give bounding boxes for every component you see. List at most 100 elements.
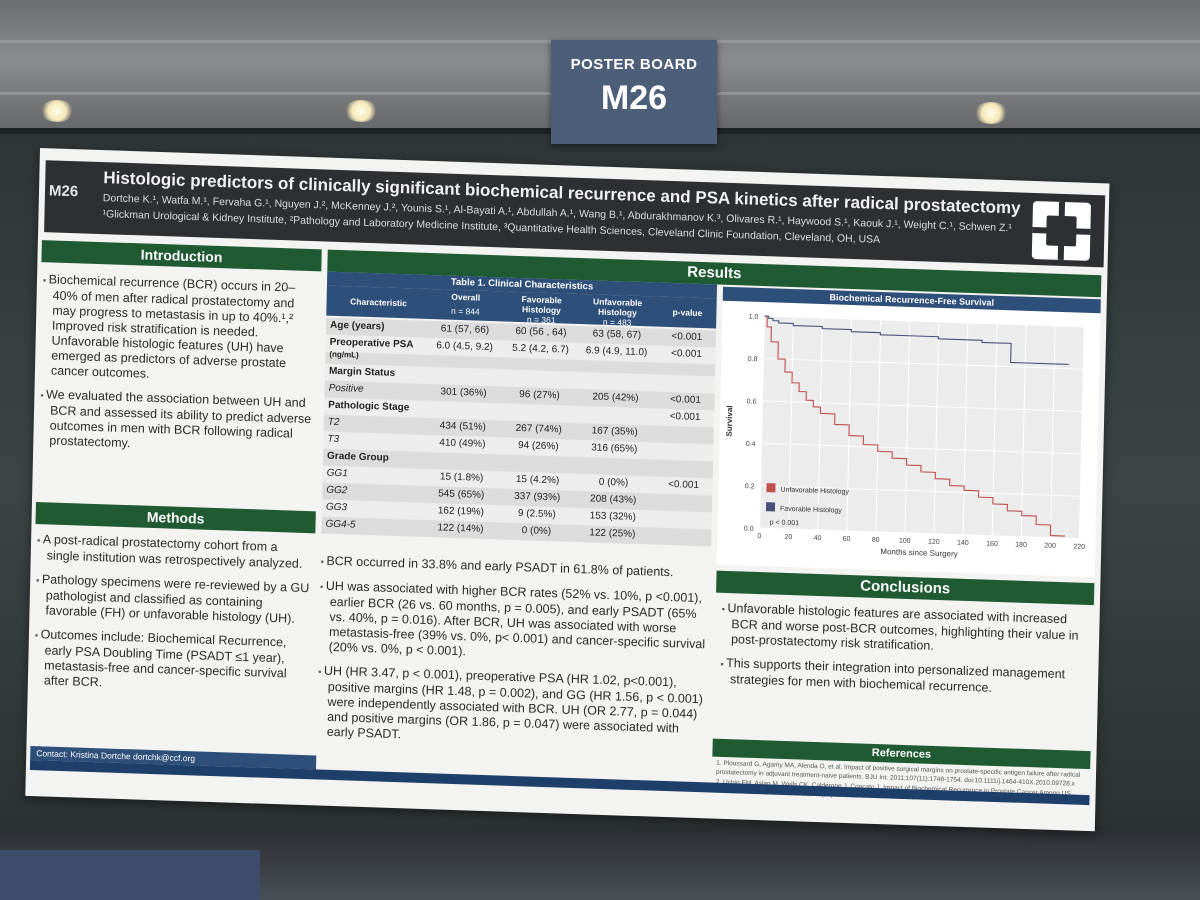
cleveland-clinic-logo: [1031, 200, 1092, 261]
x-axis-label: Months since Surgery: [880, 547, 958, 559]
x-tick-label: 60: [843, 536, 851, 543]
x-tick-label: 20: [784, 534, 792, 541]
sign-number: M26: [600, 79, 668, 117]
conclusions-paragraph: Unfavorable histologic features are asso…: [721, 601, 1090, 659]
table-row-label: Preoperative PSA: [329, 336, 414, 351]
x-gridline: [875, 319, 882, 532]
results-paragraph: UH was associated with higher BCR rates …: [319, 579, 711, 668]
table-cell: 208 (43%): [589, 493, 637, 506]
table-cell: [504, 406, 574, 408]
table-row-label: GG3: [325, 501, 348, 514]
x-gridline: [933, 321, 940, 534]
conclusions-paragraph: This supports their integration into per…: [720, 656, 1089, 699]
legend-swatch: [765, 502, 776, 512]
p-value-annotation: p < 0.001: [770, 519, 800, 527]
th-unfavorable: Unfavorable Histology: [592, 296, 643, 318]
x-gridline: [759, 316, 765, 529]
y-axis-label: Survival: [725, 405, 735, 436]
x-tick-label: 200: [1044, 542, 1056, 549]
table-cell: 267 (74%): [515, 422, 562, 436]
table-cell: [429, 357, 499, 359]
table-cell: 5.2 (4.2, 6.7): [512, 342, 570, 356]
x-gridline: [962, 322, 969, 535]
poster-board-sign: POSTER BOARD M26: [551, 40, 717, 144]
x-tick-label: 220: [1073, 543, 1085, 550]
table-cell: [505, 372, 575, 374]
poster-badge: M26: [48, 182, 79, 201]
methods-paragraph: A post-radical prostatectomy cohort from…: [37, 532, 314, 572]
x-gridline: [788, 317, 794, 530]
table-cell: [659, 462, 709, 464]
y-tick-label: 0.0: [744, 526, 754, 533]
ceiling-light: [40, 100, 74, 122]
survival-chart: Biochemical Recurrence-Free Survival 0.0…: [716, 286, 1101, 578]
x-tick-label: 140: [957, 540, 969, 547]
table-cell: 61 (57, 66): [440, 323, 490, 336]
table-cell: 153 (32%): [589, 510, 636, 523]
table-cell: <0.001: [667, 478, 700, 492]
series-line: [764, 315, 1065, 537]
introduction-body: Biochemical recurrence (BCR) occurs in 2…: [39, 272, 319, 466]
table-cell: [428, 403, 498, 405]
table-cell: 94 (26%): [517, 440, 559, 453]
table-row-label: T3: [327, 433, 340, 446]
results-paragraph: UH (HR 3.47, p < 0.001), preoperative PS…: [317, 663, 709, 752]
conclusions-heading: Conclusions: [716, 570, 1095, 606]
sign-label: POSTER BOARD: [570, 56, 698, 73]
table-cell: [427, 454, 497, 456]
methods-paragraph: Pathology specimens were re-reviewed by …: [35, 572, 312, 627]
th-pvalue: p-value: [672, 307, 703, 319]
y-gridline: [762, 400, 1083, 412]
table-cell: <0.001: [671, 331, 703, 344]
table-cell: <0.001: [669, 411, 701, 424]
x-tick-label: 160: [986, 541, 998, 548]
ceiling-light: [344, 100, 378, 122]
y-gridline: [763, 357, 1084, 370]
ceiling-light: [974, 102, 1008, 124]
table-cell: 6.0 (4.5, 9.2): [436, 340, 494, 354]
legend-swatch: [766, 483, 776, 493]
table-cell: 337 (93%): [514, 490, 561, 504]
intro-paragraph: Biochemical recurrence (BCR) occurs in 2…: [41, 272, 319, 387]
table-cell: 0 (0%): [598, 476, 629, 489]
table-row-label: (ng/mL): [329, 349, 359, 360]
km-plot: 0.0 0.2 0.4 0.6 0.8 1.0 0 20 40 60 80 100 120 140 160 1…: [725, 314, 1086, 559]
legend-label: Unfavorable Histology: [780, 487, 849, 496]
methods-paragraph: Outcomes include: Biochemical Recurrence…: [34, 627, 311, 697]
x-gridline: [1078, 326, 1085, 539]
y-tick-label: 0.2: [745, 483, 755, 490]
th-characteristic: Characteristic: [350, 296, 408, 309]
table-row-label: GG2: [326, 484, 348, 497]
table-cell: 122 (14%): [437, 522, 484, 535]
legend-label: Favorable Histology: [780, 506, 842, 515]
table-cell: [659, 445, 709, 447]
table-cell: 15 (4.2%): [515, 473, 560, 487]
table-cell: <0.001: [669, 394, 702, 407]
table-row-label: T2: [327, 416, 340, 429]
table-cell: [658, 530, 708, 532]
y-tick-label: 1.0: [749, 314, 759, 321]
table-cell: [503, 457, 573, 459]
x-gridline: [1049, 325, 1056, 538]
table-cell: 15 (1.8%): [439, 471, 484, 484]
table-cell: 301 (36%): [440, 386, 487, 399]
x-gridline: [1020, 324, 1027, 537]
y-tick-label: 0.6: [747, 398, 757, 405]
table-cell: [505, 360, 575, 362]
conclusions-body: Unfavorable histologic features are asso…: [720, 601, 1090, 708]
table-row-label: Margin Status: [328, 365, 396, 379]
x-gridline: [904, 320, 911, 533]
table-cell: [581, 374, 651, 376]
y-gridline: [759, 527, 1080, 540]
table-row-label: Grade Group: [326, 450, 389, 464]
table-row-label: Age (years): [329, 319, 385, 333]
table-cell: 63 (58, 67): [592, 328, 642, 342]
table-cell: [661, 377, 711, 379]
table-cell: 0 (0%): [521, 525, 552, 538]
table-cell: 96 (27%): [519, 389, 560, 402]
table-cell: [429, 369, 499, 371]
th-favorable: Favorable Histology: [521, 294, 562, 316]
x-tick-label: 40: [814, 535, 822, 542]
y-tick-label: 0.4: [746, 441, 756, 448]
table-cell: [660, 428, 710, 430]
